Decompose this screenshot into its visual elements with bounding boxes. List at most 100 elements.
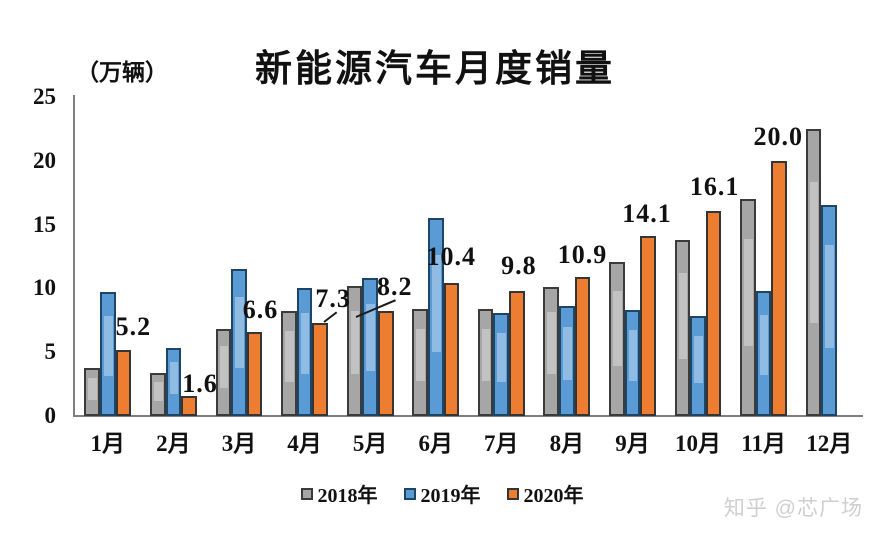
data-label-2月-2020: 1.6 xyxy=(182,368,218,398)
x-axis-label-2月: 2月 xyxy=(156,431,191,456)
data-label-11月-2020: 20.0 xyxy=(753,121,803,151)
bar-highlight xyxy=(416,329,425,381)
data-label-leader-line-0 xyxy=(323,311,338,323)
bar-2020年-3月 xyxy=(246,331,263,416)
bar-highlight xyxy=(219,346,229,388)
bar-2018年-12月 xyxy=(805,128,822,416)
legend-swatch-icon xyxy=(506,487,519,500)
x-axis-label-9月: 9月 xyxy=(615,431,650,456)
bar-highlight xyxy=(744,239,753,346)
bar-2018年-11月 xyxy=(740,199,756,416)
bar-2020年-7月 xyxy=(509,290,525,416)
legend-label: 2018年 xyxy=(317,485,378,507)
bar-2019年-5月 xyxy=(362,278,378,416)
data-label-4月-2020: 7.3 xyxy=(315,283,351,313)
data-label-8月-2020: 10.9 xyxy=(557,239,608,269)
bar-2020年-5月 xyxy=(377,311,394,416)
bar-highlight xyxy=(678,272,688,359)
bar-highlight xyxy=(103,315,113,376)
bar-2020年-2月 xyxy=(181,395,197,416)
x-axis-label-10月: 10月 xyxy=(675,431,722,456)
x-axis-label-7月: 7月 xyxy=(484,431,519,456)
bar-2020年-10月 xyxy=(705,210,722,416)
bar-2018年-1月 xyxy=(84,367,100,416)
bar-highlight xyxy=(300,312,310,375)
bar-highlight xyxy=(497,332,507,383)
legend-item-2018年: 2018年 xyxy=(300,479,378,508)
legend-swatch-icon xyxy=(403,487,416,500)
bar-highlight xyxy=(759,314,769,376)
bar-2019年-3月 xyxy=(231,269,247,416)
y-axis-line xyxy=(73,95,75,416)
bar-2019年-4月 xyxy=(296,288,313,416)
bar-2018年-3月 xyxy=(215,329,232,416)
bar-2020年-9月 xyxy=(640,236,656,416)
data-label-6月-2020: 10.4 xyxy=(426,242,477,272)
data-label-9月-2020: 14.1 xyxy=(622,199,672,229)
data-label-10月-2020: 16.1 xyxy=(689,171,740,201)
watermark: 知乎 @芯广场 xyxy=(723,497,863,520)
bar-2019年-2月 xyxy=(165,348,182,416)
legend-swatch-icon xyxy=(300,487,313,500)
data-label-7月-2020: 9.8 xyxy=(501,250,537,280)
y-tick-label-5: 5 xyxy=(44,339,57,365)
bar-highlight xyxy=(825,244,834,348)
legend-item-2020年: 2020年 xyxy=(506,479,584,508)
bar-highlight xyxy=(628,330,638,382)
bar-2020年-8月 xyxy=(574,276,591,416)
data-label-1月-2020: 5.2 xyxy=(115,311,152,341)
bar-2019年-11月 xyxy=(755,290,772,416)
bar-highlight xyxy=(809,181,819,324)
bar-2020年-1月 xyxy=(115,349,132,416)
bar-2018年-8月 xyxy=(543,287,560,416)
y-tick-label-0: 0 xyxy=(44,403,57,428)
legend-label: 2019年 xyxy=(420,485,481,507)
bar-2019年-7月 xyxy=(493,312,510,416)
bar-highlight xyxy=(366,304,375,372)
y-tick-label-10: 10 xyxy=(33,275,56,301)
y-tick-label-15: 15 xyxy=(33,211,56,237)
legend: 2018年 2019年 2020年 xyxy=(0,479,884,508)
bar-highlight xyxy=(285,331,294,382)
x-axis-label-1月: 1月 xyxy=(90,431,126,456)
x-axis-label-5月: 5月 xyxy=(352,431,388,456)
bar-2018年-6月 xyxy=(412,308,428,416)
bar-2019年-12月 xyxy=(821,205,837,416)
bar-2019年-1月 xyxy=(99,292,116,416)
bar-2018年-2月 xyxy=(149,372,166,416)
x-axis-label-12月: 12月 xyxy=(806,431,853,456)
data-label-5月-2020: 8.2 xyxy=(376,272,413,302)
data-label-3月-2020: 6.6 xyxy=(242,294,279,324)
bar-highlight xyxy=(694,335,703,384)
x-axis-label-3月: 3月 xyxy=(221,431,257,456)
bar-highlight xyxy=(153,381,163,402)
chart-title: 新能源汽车月度销量 xyxy=(255,49,615,90)
legend-label: 2020年 xyxy=(523,485,584,507)
bar-2018年-10月 xyxy=(674,239,691,416)
legend-item-2019年: 2019年 xyxy=(403,479,481,508)
bar-2018年-9月 xyxy=(609,261,625,416)
x-axis-line xyxy=(73,415,863,417)
y-axis-unit-label: （万辆） xyxy=(76,60,168,85)
x-axis-label-4月: 4月 xyxy=(287,431,322,456)
bar-2019年-10月 xyxy=(690,316,706,416)
bar-highlight xyxy=(350,310,360,374)
bar-highlight xyxy=(613,290,622,366)
x-axis-label-6月: 6月 xyxy=(418,431,453,456)
bar-2020年-4月 xyxy=(312,322,328,416)
bar-2018年-4月 xyxy=(281,311,297,416)
bar-2020年-11月 xyxy=(771,160,788,416)
y-tick-label-25: 25 xyxy=(33,84,56,109)
y-tick-label-20: 20 xyxy=(33,147,56,173)
bar-2019年-8月 xyxy=(559,306,575,416)
bar-2018年-7月 xyxy=(477,308,494,416)
bar-2020年-6月 xyxy=(443,283,460,416)
bar-highlight xyxy=(88,377,97,400)
bar-highlight xyxy=(547,311,557,375)
x-axis-label-8月: 8月 xyxy=(549,431,585,456)
bar-highlight xyxy=(169,361,179,394)
bar-highlight xyxy=(481,329,491,381)
x-axis-label-11月: 11月 xyxy=(741,431,786,456)
bar-highlight xyxy=(563,327,572,381)
